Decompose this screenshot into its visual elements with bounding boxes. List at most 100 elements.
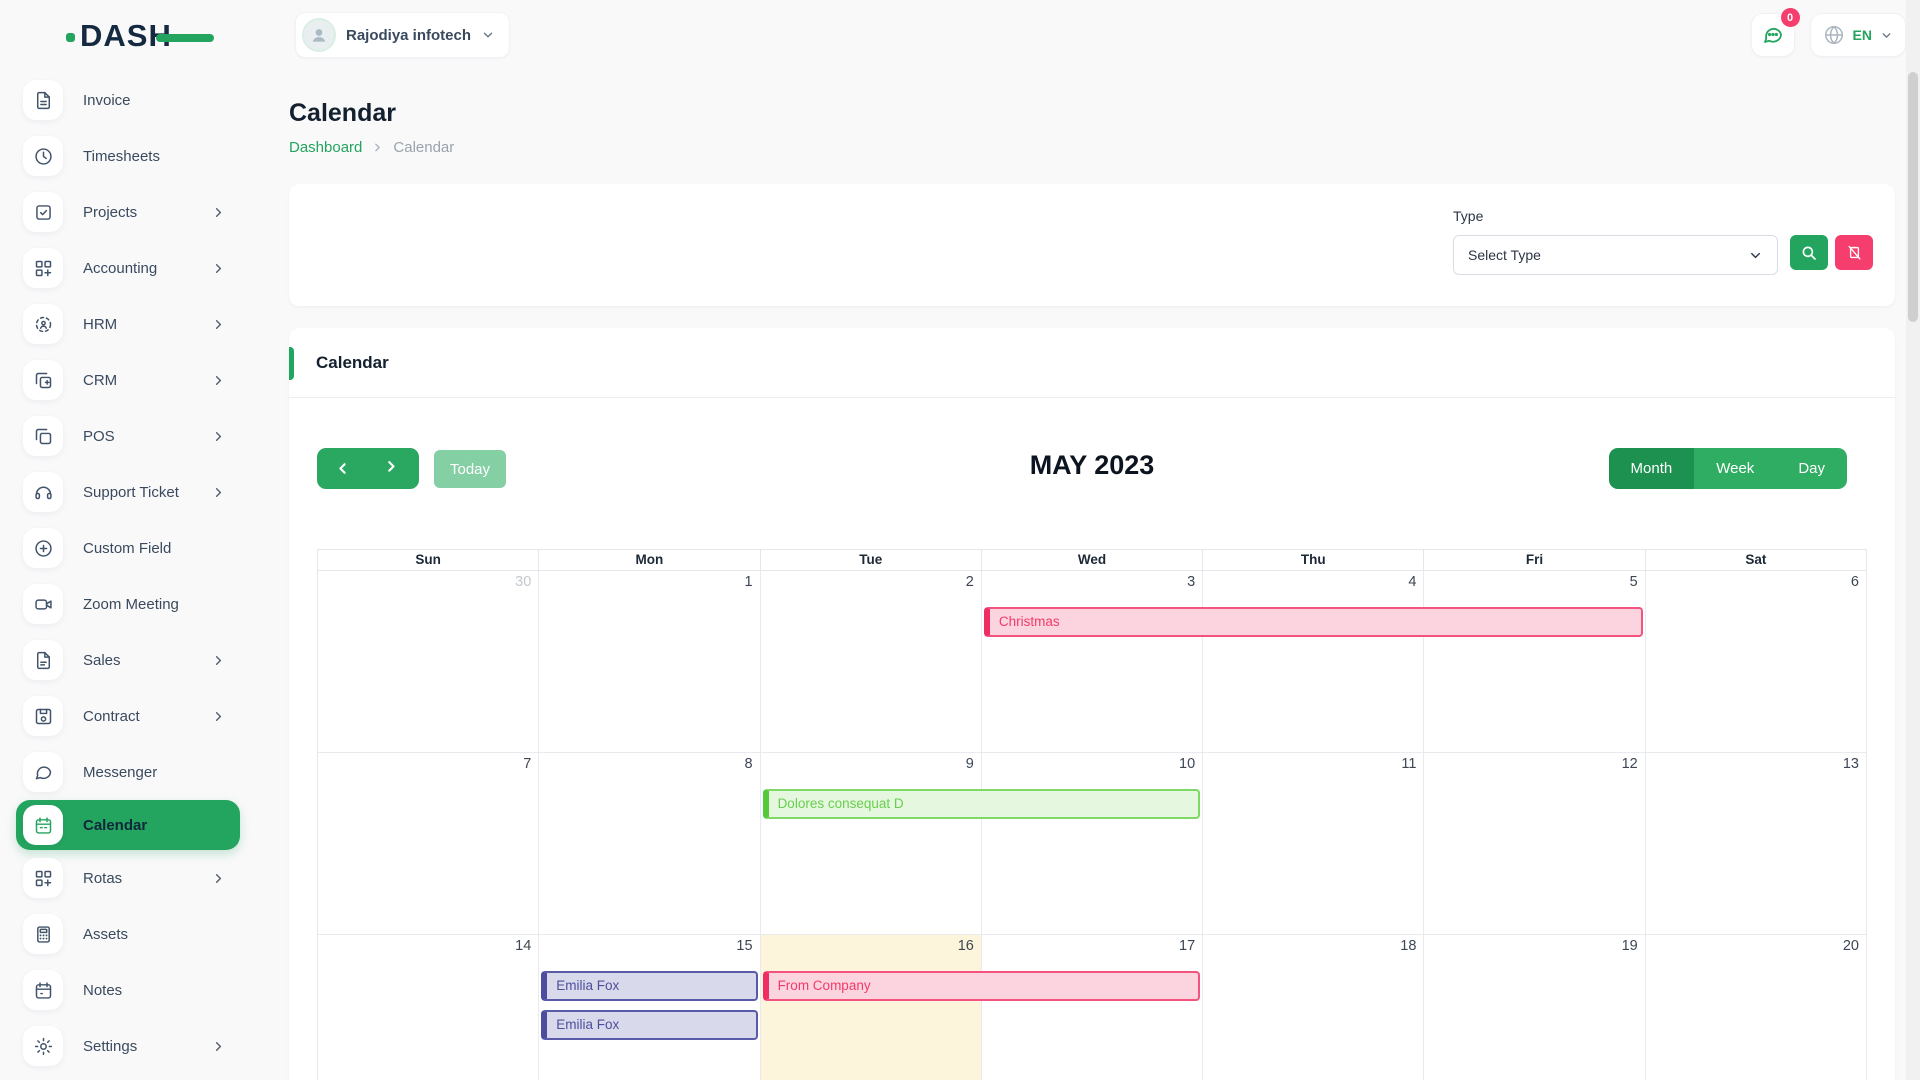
calendar-week-row: 14 15 16 17 18 19 20 Emilia Fox From Company Emil… (318, 935, 1867, 1080)
page-title: Calendar (289, 99, 396, 127)
sidebar-item-label: HRM (83, 315, 118, 333)
date-number: 14 (515, 938, 532, 954)
messenger-icon (23, 752, 63, 792)
calendar-day-cell[interactable]: 15 (539, 935, 761, 1080)
rotas-icon (23, 858, 63, 898)
sidebar-item-pos[interactable]: POS (16, 408, 240, 464)
calendar-day-cell[interactable]: 20 (1646, 935, 1867, 1080)
view-switcher: Month Week Day (1608, 448, 1847, 489)
view-day-button[interactable]: Day (1776, 448, 1847, 489)
messages-button[interactable]: 0 (1750, 8, 1800, 57)
calendar-event[interactable]: Emilia Fox (541, 1010, 758, 1040)
calendar-day-cell[interactable]: 12 (1424, 753, 1646, 935)
calendar-event[interactable]: Christmas (983, 607, 1643, 637)
reset-icon (1848, 245, 1860, 260)
calendar-day-cell[interactable]: 10 (981, 753, 1204, 935)
calendar-day-cell[interactable]: 5 (1424, 571, 1646, 753)
sidebar-item-label: Timesheets (83, 147, 160, 165)
sidebar-item-rotas[interactable]: Rotas (16, 850, 240, 906)
chat-bubble-icon (1763, 27, 1782, 43)
messages-badge: 0 (1780, 8, 1800, 27)
day-header-sat: Sat (1645, 550, 1867, 571)
calendar-day-cell[interactable]: 3 (981, 571, 1204, 753)
calendar-day-cell[interactable]: 8 (539, 753, 761, 935)
calendar-event[interactable]: Dolores consequat D (762, 789, 1201, 819)
calendar-day-cell[interactable]: 17 (982, 935, 1204, 1080)
notes-icon (23, 970, 63, 1010)
reset-filter-button[interactable] (1835, 235, 1873, 270)
sidebar-item-notes[interactable]: Notes (16, 962, 240, 1018)
date-number: 8 (744, 756, 753, 772)
calendar-day-cell-today[interactable]: 16 (760, 935, 982, 1080)
date-number: 12 (1621, 756, 1638, 772)
calendar-card-title: Calendar (316, 352, 389, 372)
chevron-right-icon (388, 461, 395, 472)
calendar-day-cell[interactable]: 19 (1424, 935, 1646, 1080)
sidebar-item-assets[interactable]: Assets (16, 906, 240, 962)
sidebar-item-hrm[interactable]: HRM (16, 296, 240, 352)
sidebar-item-settings[interactable]: Settings (16, 1018, 240, 1074)
search-button[interactable] (1790, 235, 1828, 270)
next-month-button[interactable] (368, 448, 419, 489)
breadcrumb-dashboard-link[interactable]: Dashboard (289, 139, 363, 156)
calendar-day-cell[interactable]: 1 (539, 571, 761, 753)
date-number: 9 (965, 756, 974, 772)
calendar-day-cell[interactable]: 13 (1645, 753, 1867, 935)
date-number: 16 (957, 938, 974, 954)
today-button[interactable]: Today (434, 450, 507, 488)
calendar-day-cell[interactable]: 4 (1203, 571, 1425, 753)
view-week-button[interactable]: Week (1694, 448, 1777, 489)
chevron-right-icon (211, 317, 226, 332)
type-filter: Type Select Type (1453, 208, 1873, 275)
calendar-day-cell[interactable]: 11 (1203, 753, 1425, 935)
calendar-day-cell[interactable]: 2 (760, 571, 982, 753)
page-scrollbar[interactable] (1906, 0, 1920, 1080)
calendar-event[interactable]: Emilia Fox (541, 971, 758, 1001)
sidebar-item-timesheets[interactable]: Timesheets (16, 128, 240, 184)
calendar-day-cell[interactable]: 30 (318, 571, 540, 753)
date-number: 20 (1842, 938, 1859, 954)
sidebar-item-accounting[interactable]: Accounting (16, 240, 240, 296)
calendar-day-cell[interactable]: 18 (1203, 935, 1425, 1080)
sidebar-item-sales[interactable]: Sales (16, 632, 240, 688)
sidebar-item-zoom-meeting[interactable]: Zoom Meeting (16, 576, 240, 632)
calendar-day-cell[interactable]: 7 (318, 753, 540, 935)
sidebar-item-crm[interactable]: CRM (16, 352, 240, 408)
sidebar-item-label: Settings (83, 1037, 138, 1055)
type-select[interactable]: Select Type (1453, 235, 1778, 275)
date-number: 19 (1621, 938, 1638, 954)
prev-month-button[interactable] (317, 448, 368, 489)
date-number: 5 (1629, 574, 1638, 590)
chevron-right-icon (375, 143, 381, 152)
date-number: 4 (1408, 574, 1417, 590)
sidebar-item-invoice[interactable]: Invoice (16, 72, 240, 128)
invoice-icon (23, 80, 63, 120)
sidebar-item-label: Assets (83, 925, 129, 943)
day-header-fri: Fri (1424, 550, 1646, 571)
language-selector[interactable]: EN (1809, 13, 1906, 57)
calendar-day-cell[interactable]: 9 (760, 753, 982, 935)
sidebar-item-custom-field[interactable]: Custom Field (16, 520, 240, 576)
calendar-week-row: 30 1 2 3 4 5 6 Christmas (318, 571, 1867, 753)
sidebar-item-support-ticket[interactable]: Support Ticket (16, 464, 240, 520)
calendar-card: Calendar Today MAY 2023 Month Week Day S… (289, 328, 1895, 1080)
date-number: 10 (1179, 756, 1196, 772)
sidebar-item-calendar[interactable]: Calendar (16, 800, 240, 850)
company-selector[interactable]: Rajodiya infotech (295, 12, 511, 58)
calendar-event[interactable]: From Company (762, 971, 1201, 1001)
sidebar-item-contract[interactable]: Contract (16, 688, 240, 744)
search-icon (1802, 246, 1816, 260)
calendar-day-cell[interactable]: 14 (318, 935, 540, 1080)
view-month-button[interactable]: Month (1608, 448, 1695, 489)
sidebar-item-projects[interactable]: Projects (16, 184, 240, 240)
calendar-day-cell[interactable]: 6 (1645, 571, 1867, 753)
page-scrollbar-thumb[interactable] (1908, 72, 1918, 322)
date-number: 13 (1842, 756, 1859, 772)
sidebar-item-label: Custom Field (83, 539, 172, 557)
company-avatar (302, 18, 336, 52)
plus-circle-icon (23, 528, 63, 568)
date-number: 2 (965, 574, 974, 590)
video-icon (23, 584, 63, 624)
sidebar-item-messenger[interactable]: Messenger (16, 744, 240, 800)
type-label: Type (1453, 208, 1484, 224)
